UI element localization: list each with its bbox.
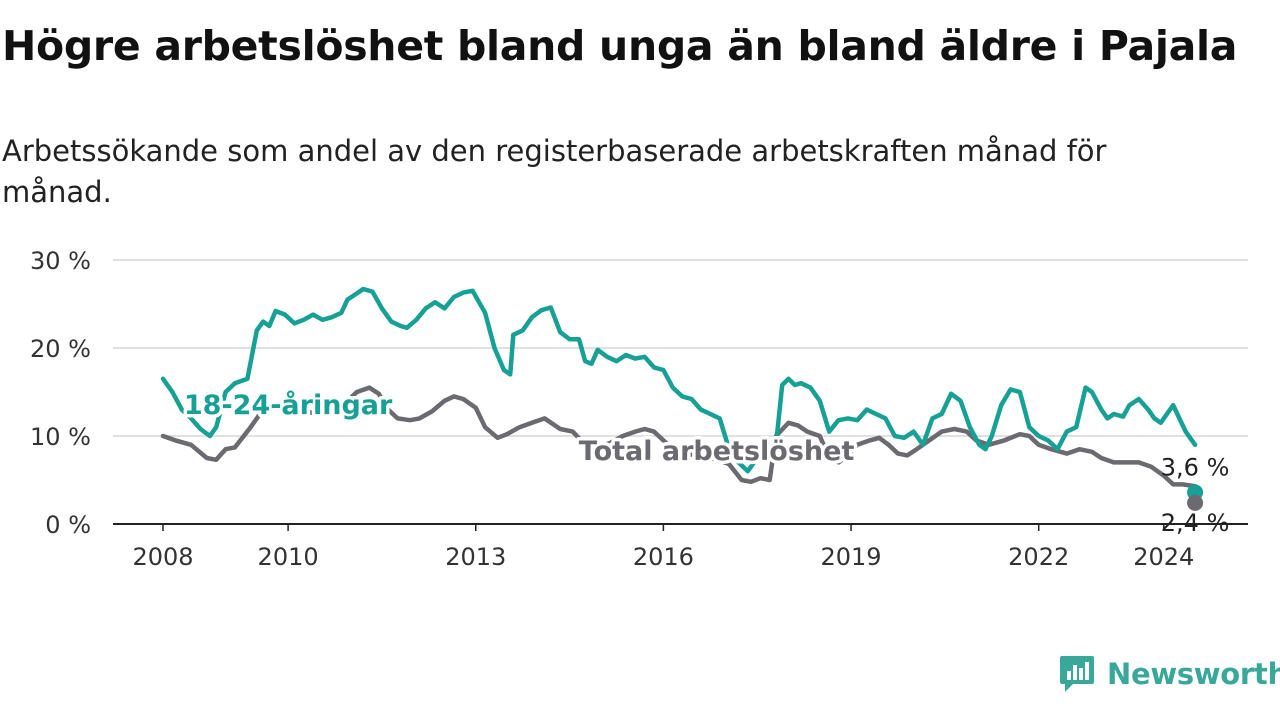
x-tick-label: 2019 <box>821 543 882 571</box>
series-label: 18-24-åringar <box>184 389 393 421</box>
y-tick-label: 10 % <box>30 423 91 451</box>
brand-name: Newsworthy <box>1107 657 1280 691</box>
x-tick-label: 2022 <box>1008 543 1069 571</box>
y-tick-label: 20 % <box>30 335 91 363</box>
series-label-halo: 18-24-åringar <box>184 389 393 421</box>
x-tick-label: 2008 <box>132 543 193 571</box>
series-line <box>160 286 1198 474</box>
x-tick-label: 2024 <box>1133 543 1194 571</box>
series-end-label: 3,6 % <box>1161 453 1230 481</box>
series-label-halo: Total arbetslöshet <box>579 436 855 467</box>
chart-title: Högre arbetslöshet bland unga än bland ä… <box>2 22 1238 70</box>
bar-chart-badge-icon <box>1060 656 1094 692</box>
series-label: Total arbetslöshet <box>579 436 855 467</box>
series-line <box>160 385 1198 489</box>
x-tick-label: 2016 <box>633 543 694 571</box>
x-tick-label: 2010 <box>258 543 319 571</box>
brand-logo: Newsworthy <box>1059 654 1280 694</box>
y-tick-label: 30 % <box>30 247 91 275</box>
x-tick-label: 2013 <box>445 543 506 571</box>
chart-subtitle: Arbetssökande som andel av den registerb… <box>2 134 1107 209</box>
series-end-label: 2,4 % <box>1161 509 1230 537</box>
series-end-point <box>1187 494 1204 511</box>
y-tick-label: 0 % <box>45 511 91 539</box>
